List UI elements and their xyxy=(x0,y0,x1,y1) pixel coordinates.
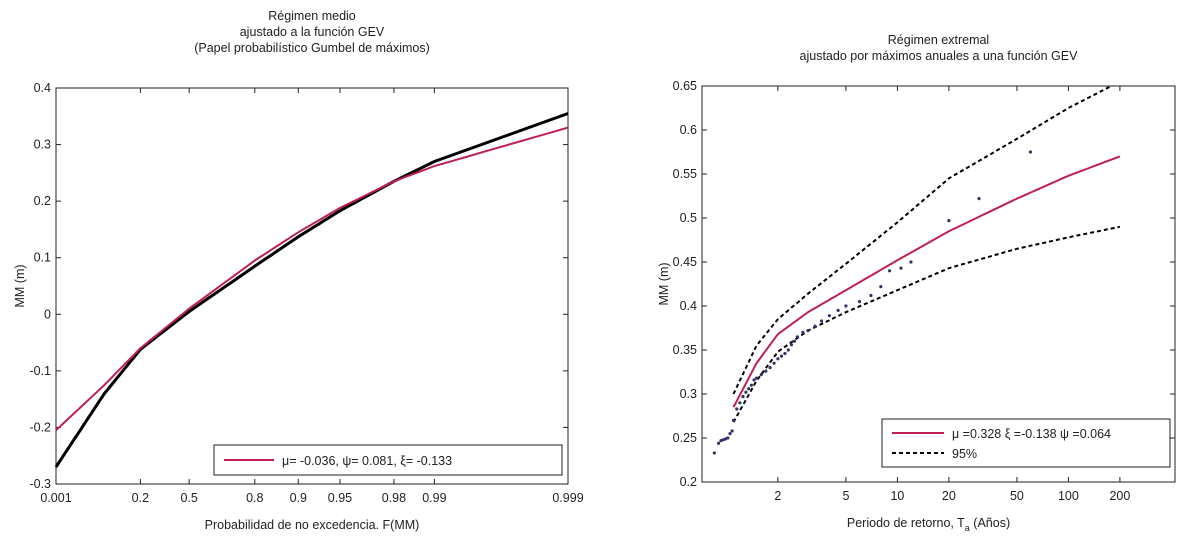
chart-2-observation-point xyxy=(899,266,903,270)
chart-2-observation-point xyxy=(909,260,913,264)
chart-2-y-tick-label: 0.5 xyxy=(680,211,697,225)
chart-2-y-tick-label: 0.55 xyxy=(673,167,697,181)
chart-2-observation-point xyxy=(783,351,787,356)
chart-1-x-tick-label: 0.001 xyxy=(40,491,71,505)
chart-2-y-tick-label: 0.4 xyxy=(680,299,697,313)
chart-2-observation-point xyxy=(947,219,951,223)
chart-2-observation-point xyxy=(735,407,739,411)
chart-2-series-fit-line xyxy=(732,155,1121,408)
chart-1-x-tick-label: 0.2 xyxy=(132,491,149,505)
chart-2-ci-lower-line xyxy=(732,225,1121,423)
chart-2-observation-point xyxy=(857,300,862,304)
chart-1-x-tick-label: 0.95 xyxy=(328,491,352,505)
chart-2-observation-point xyxy=(879,285,883,289)
chart-2-observation-point xyxy=(779,354,784,358)
chart-2-x-tick-label: 50 xyxy=(1010,489,1024,503)
chart-2-x-tick-label: 200 xyxy=(1109,489,1130,503)
chart-1-x-tick-label: 0.98 xyxy=(382,491,406,505)
chart-2-observation-point xyxy=(752,378,756,382)
chart-2-observation-point xyxy=(747,387,751,391)
chart-2-observation-point xyxy=(887,269,892,273)
chart-1-y-tick-label: 0.3 xyxy=(34,138,51,152)
chart-1-title-line: Régimen medio xyxy=(268,9,356,23)
chart-1-x-tick-label: 0.9 xyxy=(290,491,307,505)
chart-2-observation-point xyxy=(768,366,772,370)
chart-2-y-tick-label: 0.3 xyxy=(680,387,697,401)
chart-2-x-tick-label: 100 xyxy=(1058,489,1079,503)
chart-2-observation-point xyxy=(738,401,742,405)
chart-1-y-tick-label: -0.3 xyxy=(29,477,51,491)
chart-2-y-tick-label: 0.35 xyxy=(673,343,697,357)
chart-2-x-axis-label: Periodo de retorno, Ta (Años) xyxy=(847,516,1010,533)
chart-1-x-tick-label: 0.99 xyxy=(422,491,446,505)
chart-1-y-tick-label: 0 xyxy=(44,307,51,321)
chart-1-title-line: (Papel probabilístico Gumbel de máximos) xyxy=(194,41,430,55)
chart-2-y-tick-label: 0.25 xyxy=(673,431,697,445)
chart-1-x-tick-label: 0.8 xyxy=(246,491,263,505)
chart-1-y-tick-label: -0.2 xyxy=(29,420,51,434)
chart-2-observation-point xyxy=(744,390,748,394)
chart-2-observation-point xyxy=(977,197,981,201)
chart-2-y-axis-label: MM (m) xyxy=(657,262,671,305)
chart-2-observation-point xyxy=(869,293,873,298)
chart-2-legend-label-ci: 95% xyxy=(952,447,977,461)
chart-2-observation-point xyxy=(827,314,831,318)
chart-2-observation-point xyxy=(772,361,776,365)
chart-1-series-fit-line xyxy=(55,126,569,432)
chart-2-observation-point xyxy=(730,429,734,433)
chart-1-x-axis-label: Probabilidad de no excedencia. F(MM) xyxy=(205,518,420,532)
chart-2-observation-point xyxy=(764,369,768,373)
chart-2-observation-point xyxy=(726,436,730,440)
chart-2-plot-area xyxy=(701,85,1176,483)
chart-2-observation-point xyxy=(1028,150,1033,154)
chart-2-title-line: ajustado por máximos anuales a una funci… xyxy=(800,49,1079,63)
chart-2-legend xyxy=(881,418,1171,468)
chart-1-y-tick-label: 0.1 xyxy=(34,251,51,265)
chart-2-observation-point xyxy=(801,330,805,334)
chart-2-title-line: Régimen extremal xyxy=(888,33,989,47)
chart-2-observation-point xyxy=(776,357,780,361)
chart-2-x-tick-label: 5 xyxy=(842,489,849,503)
chart-1-y-tick-label: -0.1 xyxy=(29,364,51,378)
chart-2-x-tick-label: 20 xyxy=(942,489,956,503)
chart-1-x-tick-label: 0.999 xyxy=(552,491,583,505)
chart-2-observation-point xyxy=(819,319,824,323)
chart-2-observation-point xyxy=(813,324,817,328)
chart-2-observation-point xyxy=(844,304,848,308)
chart-2-observation-point xyxy=(792,339,797,343)
chart-2-observation-point xyxy=(712,451,716,455)
chart-1-series-black-line xyxy=(54,112,569,468)
chart-2-observation-point xyxy=(731,418,736,422)
chart-2-ci-upper-line xyxy=(732,86,1114,395)
chart-1-x-tick-label: 0.5 xyxy=(180,491,197,505)
chart-2-observation-point xyxy=(806,329,810,333)
chart-1-y-tick-label: 0.4 xyxy=(34,81,51,95)
chart-2-observation-point xyxy=(789,343,794,347)
chart-2-observation-point xyxy=(795,335,799,339)
chart-1-legend-label: μ= -0.036, ψ= 0.081, ξ= -0.133 xyxy=(282,454,452,468)
chart-2-x-tick-label: 10 xyxy=(890,489,904,503)
chart-2-observation-point xyxy=(754,376,759,380)
chart-2-legend-label-fit: μ =0.328 ξ =-0.138 ψ =0.064 xyxy=(952,427,1111,441)
chart-1-y-tick-label: 0.2 xyxy=(34,194,51,208)
chart-1-title-line: ajustado a la función GEV xyxy=(240,25,385,39)
chart-1-y-axis-label: MM (m) xyxy=(13,264,27,307)
chart-2-y-tick-label: 0.45 xyxy=(673,255,697,269)
chart-1-plot-area xyxy=(55,87,569,485)
chart-2-observation-point xyxy=(741,395,745,399)
chart-2-observation-point xyxy=(716,441,721,445)
chart-2-y-tick-label: 0.6 xyxy=(680,123,697,137)
chart-2-x-tick-label: 2 xyxy=(774,489,781,503)
chart-2-observation-point xyxy=(786,348,790,352)
chart-2-y-tick-label: 0.2 xyxy=(680,475,697,489)
chart-2-y-tick-label: 0.65 xyxy=(673,79,697,93)
chart-2-observation-point xyxy=(749,383,753,387)
chart-2-observation-point xyxy=(728,432,732,436)
chart-2-observation-point xyxy=(759,373,763,377)
chart-2-observation-point xyxy=(836,308,840,312)
